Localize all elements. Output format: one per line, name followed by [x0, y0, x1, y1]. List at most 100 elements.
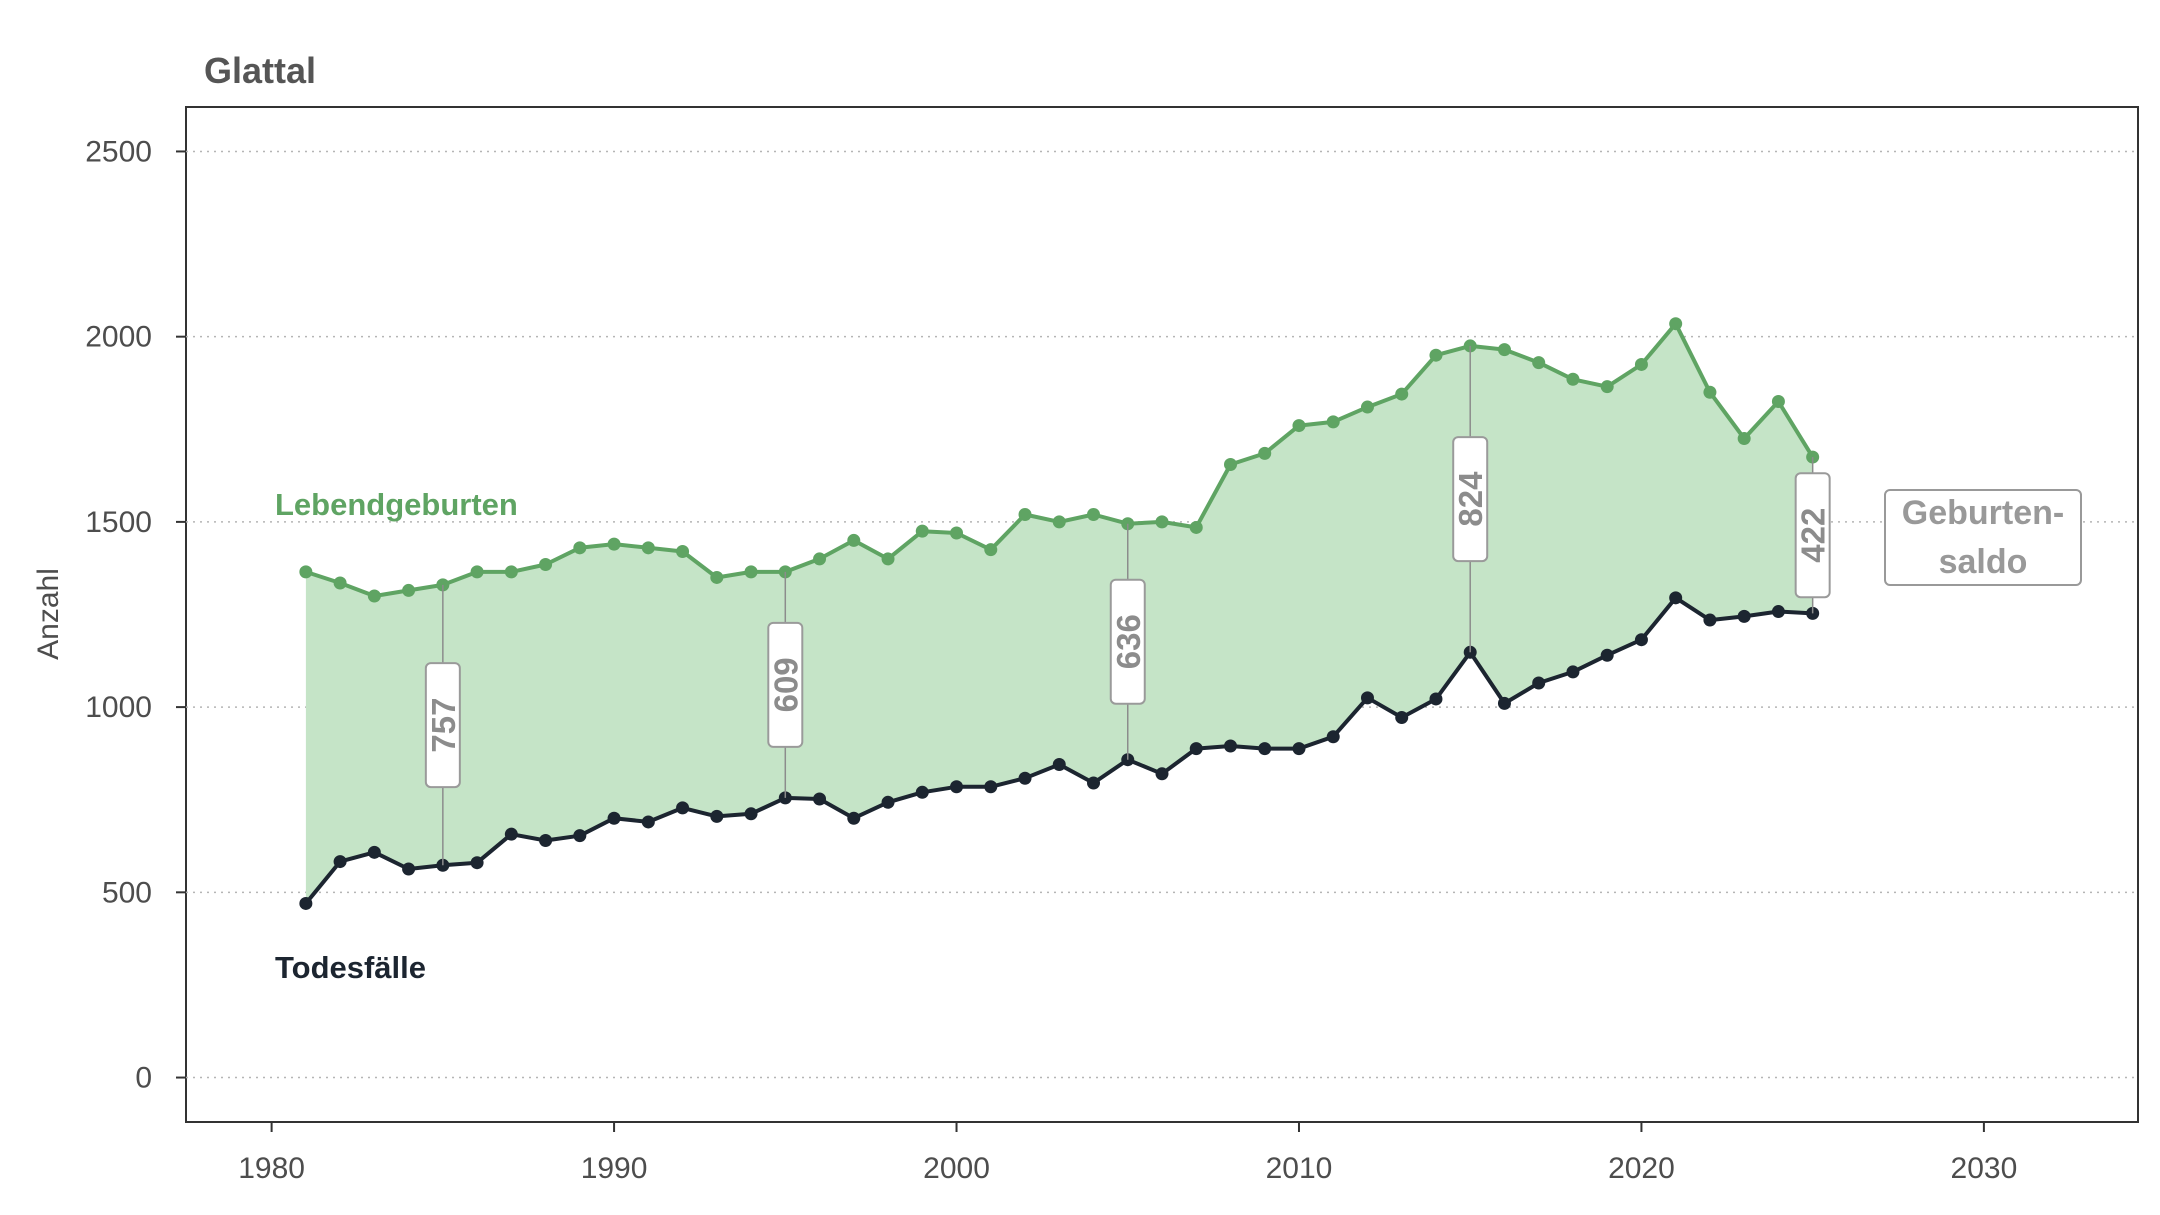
x-tick-label-1980: 1980 [238, 1152, 305, 1185]
saldo-value-2015: 824 [1452, 471, 1489, 527]
point-todesfaelle-2003 [1052, 758, 1066, 772]
point-lebendgeburten-1992 [676, 545, 690, 559]
point-todesfaelle-2017 [1532, 676, 1546, 690]
y-axis-ticks: 0 500 1000 1500 2000 2500 [85, 135, 186, 1095]
y-tick-label-2000: 2000 [85, 321, 152, 354]
saldo-legend-line2: saldo [1939, 543, 2028, 581]
point-lebendgeburten-1988 [539, 557, 553, 571]
saldo-box-1985 [424, 662, 461, 789]
y-tick-label-1500: 1500 [85, 506, 152, 539]
point-lebendgeburten-1982 [333, 576, 347, 590]
point-lebendgeburten-2022 [1703, 385, 1717, 399]
point-lebendgeburten-2007 [1189, 520, 1203, 534]
y-tick-label-500: 500 [102, 876, 152, 909]
point-todesfaelle-1996 [813, 792, 827, 806]
point-todesfaelle-1983 [367, 845, 381, 859]
point-lebendgeburten-2008 [1223, 457, 1237, 471]
saldo-annotation-2005: 636 [1109, 523, 1147, 760]
point-lebendgeburten-1997 [847, 533, 861, 547]
point-todesfaelle-2001 [984, 780, 998, 794]
point-todesfaelle-2024 [1771, 605, 1785, 619]
point-todesfaelle-1994 [744, 807, 758, 821]
point-lebendgeburten-2023 [1737, 432, 1751, 446]
point-lebendgeburten-2003 [1052, 515, 1066, 529]
point-todesfaelle-2000 [950, 780, 964, 794]
saldo-value-2025: 422 [1795, 508, 1832, 563]
point-todesfaelle-1982 [333, 855, 347, 869]
point-todesfaelle-2004 [1087, 776, 1101, 790]
point-lebendgeburten-1994 [744, 565, 758, 579]
series-label-todesfaelle: Todesfälle [275, 950, 426, 985]
point-lebendgeburten-1991 [641, 541, 655, 555]
y-axis-label: Anzahl [32, 568, 65, 660]
point-lebendgeburten-2011 [1326, 415, 1340, 429]
saldo-box-1995 [767, 621, 804, 748]
point-lebendgeburten-2018 [1566, 372, 1580, 386]
point-lebendgeburten-2006 [1155, 515, 1169, 529]
birth-surplus-area [305, 323, 1813, 904]
point-todesfaelle-1990 [607, 811, 621, 825]
saldo-annotation-1985: 757 [424, 584, 462, 866]
point-todesfaelle-2002 [1018, 771, 1032, 785]
point-lebendgeburten-2019 [1600, 380, 1614, 394]
point-todesfaelle-1998 [881, 795, 895, 809]
point-todesfaelle-2009 [1258, 742, 1272, 756]
point-lebendgeburten-1999 [915, 524, 929, 538]
point-todesfaelle-1989 [573, 829, 587, 843]
point-lebendgeburten-2012 [1360, 400, 1374, 414]
saldo-box-2025 [1794, 472, 1831, 599]
saldo-annotations: 757 609 636 824 422 [424, 345, 1832, 866]
plot-frame [185, 106, 2139, 1123]
point-todesfaelle-1991 [641, 815, 655, 829]
point-lebendgeburten-2009 [1258, 446, 1272, 460]
point-todesfaelle-2016 [1497, 696, 1511, 710]
saldo-value-1985: 757 [425, 698, 462, 753]
point-lebendgeburten-1986 [470, 565, 484, 579]
point-todesfaelle-1984 [402, 862, 416, 876]
saldo-box-2005 [1109, 578, 1146, 705]
point-todesfaelle-2010 [1292, 742, 1306, 756]
point-todesfaelle-1992 [676, 801, 690, 815]
x-tick-label-2010: 2010 [1266, 1152, 1333, 1185]
birth-surplus-fill [305, 323, 1813, 904]
point-lebendgeburten-2010 [1292, 419, 1306, 433]
point-lebendgeburten-1984 [402, 583, 416, 597]
point-lebendgeburten-1998 [881, 552, 895, 566]
x-tick-label-2020: 2020 [1608, 1152, 1675, 1185]
point-lebendgeburten-2024 [1771, 394, 1785, 408]
point-lebendgeburten-1987 [504, 565, 518, 579]
point-todesfaelle-2014 [1429, 692, 1443, 706]
point-todesfaelle-1981 [299, 896, 313, 910]
saldo-annotation-2025: 422 [1794, 457, 1832, 614]
point-todesfaelle-2012 [1360, 691, 1374, 705]
point-lebendgeburten-1981 [299, 565, 313, 579]
point-todesfaelle-2021 [1669, 591, 1683, 605]
point-todesfaelle-1993 [710, 809, 724, 823]
point-todesfaelle-2019 [1600, 648, 1614, 662]
point-lebendgeburten-2014 [1429, 348, 1443, 362]
point-lebendgeburten-2013 [1395, 387, 1409, 401]
point-todesfaelle-1987 [504, 827, 518, 841]
point-todesfaelle-2011 [1326, 730, 1340, 744]
saldo-value-1995: 609 [767, 657, 804, 712]
y-tick-label-1000: 1000 [85, 691, 152, 724]
point-lebendgeburten-2000 [950, 526, 964, 540]
saldo-box-2015 [1452, 436, 1489, 563]
saldo-value-2005: 636 [1110, 614, 1147, 669]
point-todesfaelle-1997 [847, 811, 861, 825]
point-lebendgeburten-1996 [813, 552, 827, 566]
point-todesfaelle-2008 [1223, 739, 1237, 753]
x-tick-label-2030: 2030 [1951, 1152, 2018, 1185]
point-todesfaelle-1999 [915, 785, 929, 799]
point-todesfaelle-1988 [539, 833, 553, 847]
saldo-annotation-1995: 609 [767, 571, 804, 798]
point-lebendgeburten-2021 [1669, 317, 1683, 331]
point-lebendgeburten-2001 [984, 543, 998, 557]
point-todesfaelle-2023 [1737, 609, 1751, 623]
point-lebendgeburten-2002 [1018, 507, 1032, 521]
saldo-legend-box: Geburten- saldo [1884, 489, 2082, 586]
y-tick-label-0: 0 [135, 1062, 152, 1095]
saldo-annotation-2015: 824 [1452, 345, 1489, 653]
series-label-lebendgeburten: Lebendgeburten [275, 487, 518, 522]
point-todesfaelle-2020 [1634, 633, 1648, 647]
